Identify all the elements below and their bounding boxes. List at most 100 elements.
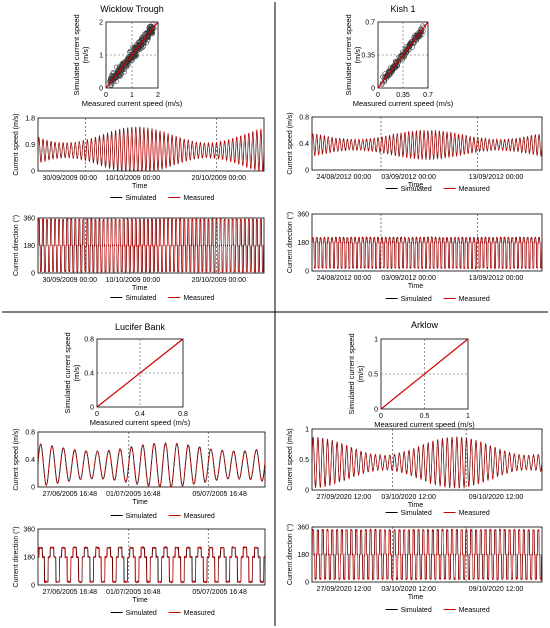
x-tick-label: 0 [379, 413, 383, 420]
scatter-point [390, 66, 396, 71]
scatter-point [134, 46, 140, 51]
x-tick-label: 0.4 [135, 411, 145, 418]
legend-measured-label: Measured [183, 295, 214, 302]
legend-measured-label: Measured [459, 186, 490, 193]
y-tick-label: 0.35 [361, 53, 375, 60]
x-tick-label: 0 [104, 92, 108, 99]
legend-measured-label: Measured [459, 510, 490, 517]
simulated-series-line [37, 442, 266, 488]
y-axis-label: Current speed (m/s) [13, 428, 20, 490]
x-axis-label: Time [132, 183, 147, 190]
x-axis-label: Measured current speed (m/s) [82, 99, 183, 108]
measured-series-line [311, 129, 543, 161]
x-tick-label: 0 [376, 92, 380, 99]
legend-simulated-label: Simulated [126, 513, 157, 520]
scatter-point [144, 40, 149, 46]
x-tick-label: 09/10/2020 12:00 [469, 586, 524, 593]
scatter-point [133, 53, 138, 58]
y-tick-label: 360 [297, 212, 309, 219]
y-axis-label: Current direction (°) [286, 212, 294, 273]
scatter-point [114, 78, 119, 84]
x-axis-label: Time [132, 285, 147, 292]
y-tick-label: 0 [371, 86, 375, 93]
x-tick-label: 01/07/2005 16:48 [106, 491, 161, 498]
scatter-point [149, 23, 154, 29]
x-tick-label: 03/10/2020 12:00 [381, 494, 436, 501]
y-tick-label: 0 [305, 488, 309, 495]
y-tick-label: 0.8 [84, 337, 94, 344]
y-tick-label: 0.4 [299, 141, 309, 148]
x-tick-label: 05/07/2005 16:48 [192, 589, 247, 596]
x-tick-label: 09/10/2020 12:00 [469, 494, 524, 501]
scatter-point [126, 56, 132, 62]
legend-simulated-label: Simulated [401, 607, 432, 614]
x-axis-label: Time [133, 597, 148, 604]
y-axis-label: Simulated current speed [344, 14, 353, 95]
one-to-one-line [377, 21, 429, 89]
x-tick-label: 13/09/2012 00:00 [469, 275, 524, 282]
scatter-point [384, 72, 390, 78]
measured-series-line [311, 436, 543, 489]
scatter-point [107, 80, 113, 86]
legend-measured-label: Measured [459, 296, 490, 303]
scatter-point [119, 61, 125, 67]
y-tick-label: 180 [23, 555, 35, 562]
one-to-one-line [105, 21, 159, 89]
scatter-point [134, 53, 139, 59]
y-axis-label: Simulated current speed [72, 14, 81, 95]
x-tick-label: 27/09/2020 12:00 [317, 494, 372, 501]
one-to-one-line [380, 338, 469, 410]
legend-simulated-label: Simulated [401, 510, 432, 517]
scatter-point [144, 33, 150, 39]
measured-series-line [311, 235, 543, 271]
scatter-point [141, 33, 147, 39]
y-tick-label: 0.8 [25, 430, 35, 437]
legend-simulated-label: Simulated [125, 295, 156, 302]
scatter-point [117, 72, 123, 78]
y-tick-label: 0 [305, 168, 309, 175]
y-tick-label: 1 [99, 53, 103, 60]
legend-simulated-label: Simulated [126, 610, 157, 617]
scatter-point [150, 21, 156, 26]
one-to-one-line [96, 338, 184, 408]
y-tick-label: 0 [31, 271, 35, 278]
y-tick-label: 1 [374, 337, 378, 344]
y-axis-label-unit: (m/s) [72, 364, 81, 382]
x-tick-label: 0.35 [396, 92, 410, 99]
legend-measured-label: Measured [184, 610, 215, 617]
legend-measured-label: Measured [184, 513, 215, 520]
y-tick-label: 360 [23, 527, 35, 534]
y-tick-label: 360 [23, 216, 35, 223]
y-axis-label: Current direction (°) [286, 524, 294, 585]
x-tick-label: 27/06/2005 16:48 [43, 491, 98, 498]
legend-measured-label: Measured [459, 607, 490, 614]
y-axis-label: Simulated current speed [347, 333, 356, 414]
y-tick-label: 2 [99, 20, 103, 27]
x-tick-label: 27/06/2005 16:48 [43, 589, 98, 596]
x-tick-label: 01/07/2005 16:48 [106, 589, 161, 596]
scatter-point [394, 59, 400, 65]
y-tick-label: 1.8 [25, 116, 35, 123]
x-tick-label: 27/09/2020 12:00 [317, 586, 372, 593]
legend-simulated-label: Simulated [401, 186, 432, 193]
y-axis-label-unit: (m/s) [81, 46, 90, 64]
x-tick-label: 1 [130, 92, 134, 99]
y-tick-label: 0.7 [365, 20, 375, 27]
x-axis-label: Measured current speed (m/s) [90, 418, 191, 427]
x-tick-label: 05/07/2005 16:48 [192, 491, 247, 498]
station-title: Kish 1 [390, 4, 415, 14]
scatter-point [120, 64, 125, 70]
station-title: Wicklow Trough [100, 4, 164, 14]
measured-series-line [37, 126, 265, 172]
measured-series-line [37, 442, 266, 488]
y-tick-label: 0.8 [299, 115, 309, 122]
y-axis-label-unit: (m/s) [356, 365, 365, 383]
legend-simulated-label: Simulated [125, 195, 156, 202]
y-axis-label: Current direction (°) [12, 526, 20, 587]
measured-series-line [37, 217, 265, 274]
y-tick-label: 0 [374, 407, 378, 414]
measured-series-line [311, 528, 542, 581]
